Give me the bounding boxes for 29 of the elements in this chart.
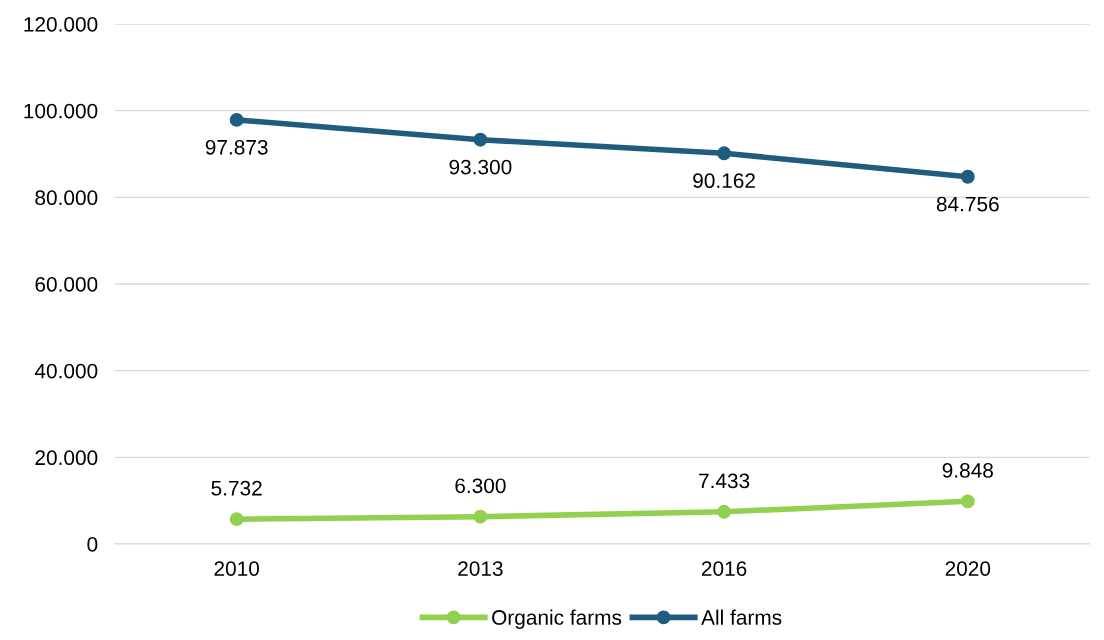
y-tick-label: 0: [87, 537, 98, 552]
y-tick-label: 40.000: [34, 363, 98, 379]
y-tick-label: 60.000: [35, 277, 98, 292]
point: [473, 509, 488, 524]
data-label: 90.162: [693, 173, 755, 189]
y-tick-label: 20.000: [35, 450, 98, 466]
point: [717, 504, 732, 519]
x-tick-label: 2013: [458, 561, 503, 576]
point: [960, 494, 975, 509]
x-tick-label: 2016: [701, 561, 747, 576]
point: [229, 112, 244, 127]
data-label: 5.732: [211, 480, 262, 496]
point: [229, 512, 244, 527]
x-tick-label: 2020: [945, 561, 991, 576]
data-label: 7.433: [699, 473, 750, 489]
data-label: 6.300: [455, 478, 506, 494]
legend-label: All farms: [701, 609, 782, 625]
data-label: 84.756: [936, 196, 999, 212]
point: [960, 169, 975, 184]
point: [717, 146, 732, 161]
y-tick-label: 80.000: [35, 190, 98, 206]
y-tick-label: 100.000: [24, 103, 98, 119]
data-label: 93.300: [449, 159, 512, 175]
legend-label: Organic farms: [492, 609, 622, 629]
x-tick-label: 2010: [214, 561, 260, 576]
point: [473, 132, 488, 147]
y-tick-label: 120.000: [24, 17, 98, 32]
data-label: 9.848: [942, 463, 993, 478]
data-label: 97.873: [205, 139, 268, 155]
